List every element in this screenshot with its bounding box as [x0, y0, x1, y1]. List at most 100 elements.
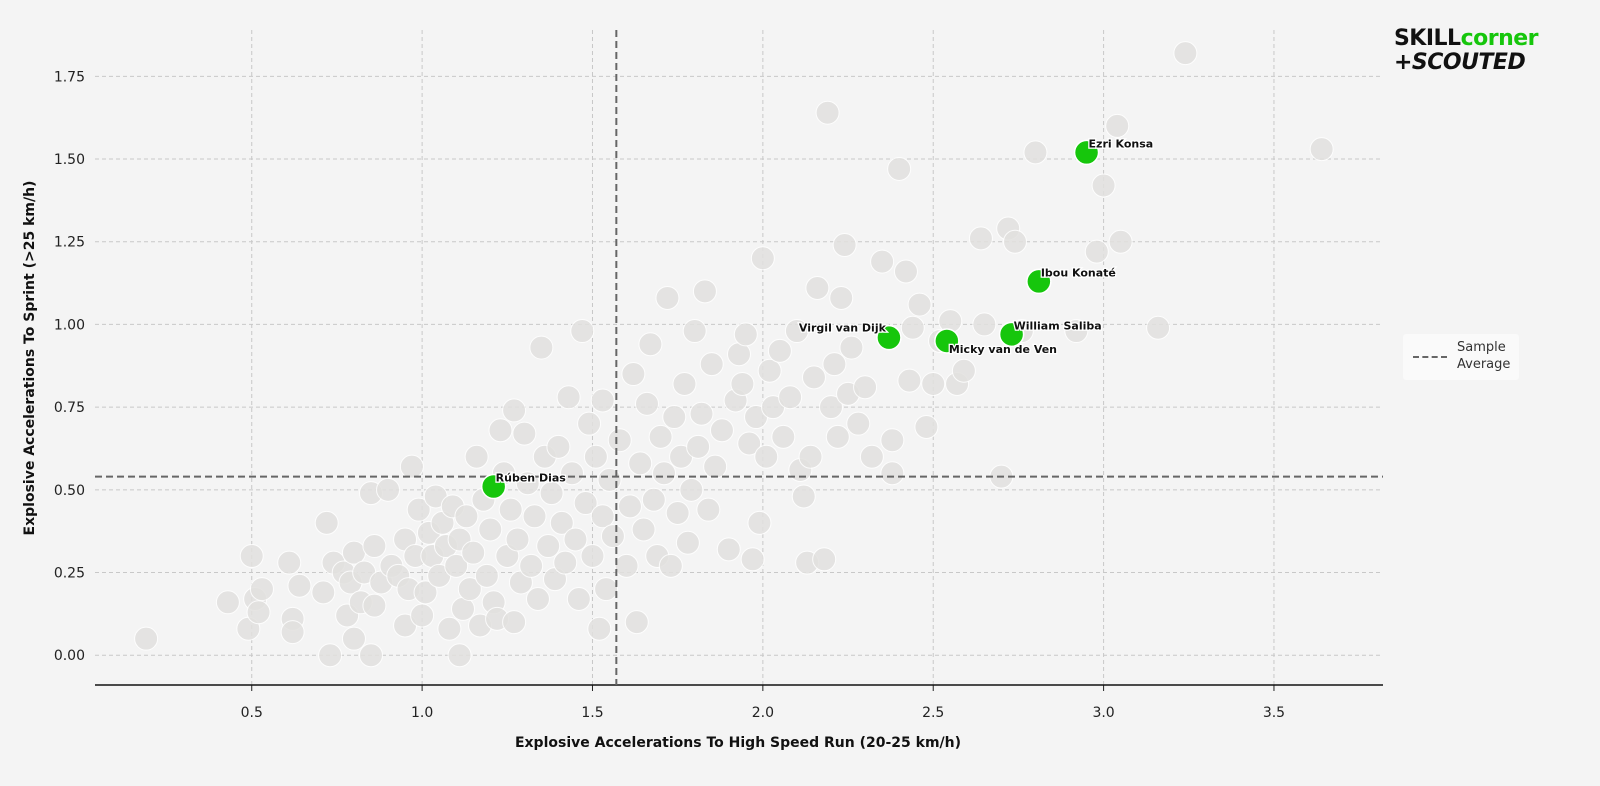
scatter-point — [478, 517, 503, 542]
scatter-point — [590, 504, 615, 529]
scatter-point — [413, 580, 438, 605]
scatter-point — [566, 586, 591, 611]
scatter-point — [846, 411, 871, 436]
scatter-point — [635, 391, 659, 416]
scatter-point — [362, 593, 387, 618]
scatter-point — [577, 411, 602, 436]
x-tick-label: 1.0 — [411, 705, 433, 721]
scatter-point — [853, 375, 878, 400]
y-axis-label: Explosive Accelerations To Sprint (>25 k… — [22, 181, 38, 536]
scatter-point — [474, 563, 499, 588]
x-tick-label: 1.5 — [581, 705, 603, 721]
scatter-point — [815, 100, 840, 125]
scatter-point — [658, 553, 683, 578]
x-tick-label: 2.0 — [752, 705, 774, 721]
scatter-point — [1084, 239, 1109, 264]
scatter-point — [679, 477, 704, 502]
scatter-point — [341, 626, 366, 651]
scatter-point — [631, 517, 656, 542]
scatter-point — [832, 233, 857, 258]
scatter-point — [968, 226, 993, 251]
highlighted-point — [1073, 139, 1100, 166]
scatter-point — [502, 398, 527, 423]
scatter-point — [502, 610, 527, 635]
scatter-point — [607, 428, 632, 453]
x-tick-label: 0.5 — [241, 705, 263, 721]
skillcorner-scouted-logo: SKILLcorner +SCOUTED — [1393, 26, 1539, 74]
player-label: Rúben Dias — [496, 472, 567, 485]
highlighted-point — [1026, 268, 1052, 295]
scatter-point — [716, 537, 741, 562]
legend-label: Sample Average — [1457, 339, 1510, 373]
scatter-point — [573, 491, 598, 516]
scatter-point — [662, 405, 687, 430]
x-tick-label: 3.5 — [1263, 705, 1285, 721]
scatter-point — [628, 451, 653, 476]
scatter-point — [951, 358, 976, 383]
scatter-point — [1064, 319, 1089, 344]
y-tick-label: 0.75 — [54, 400, 85, 416]
scatter-point — [655, 285, 680, 310]
player-label: Ezri Konsa — [1089, 137, 1154, 150]
scatter-point — [754, 444, 779, 469]
scatter-point — [437, 616, 462, 641]
scatter-point — [362, 534, 387, 559]
scatter-point — [733, 322, 758, 347]
scatter-point — [740, 547, 765, 572]
scatter-point — [621, 362, 646, 387]
scatter-point — [771, 424, 796, 449]
highlighted-point — [876, 324, 902, 351]
scatter-point — [730, 371, 755, 396]
highlighted-point — [998, 321, 1025, 348]
scatter-point — [546, 434, 571, 459]
scatter-point — [870, 249, 895, 274]
legend-dashed-swatch — [1413, 356, 1447, 358]
x-tick-label: 3.0 — [1092, 705, 1114, 721]
highlighted-point — [934, 328, 960, 354]
brand-skill: SKILL — [1393, 26, 1461, 51]
scatter-point — [594, 577, 619, 602]
scatter-point — [399, 454, 424, 479]
legend-label-line2: Average — [1457, 357, 1511, 372]
scatter-point — [641, 487, 666, 512]
scatter-point — [1173, 41, 1198, 66]
scatter-point — [1309, 137, 1334, 162]
scatter-point — [539, 481, 564, 506]
scatter-point — [825, 424, 850, 449]
scatter-point — [757, 358, 782, 383]
highlighted-point — [480, 473, 507, 500]
y-tick-label: 1.25 — [54, 235, 85, 251]
scatter-point — [314, 510, 339, 535]
y-tick-label: 1.00 — [54, 317, 85, 333]
scatter-point — [829, 285, 854, 310]
y-tick-label: 1.75 — [54, 69, 85, 85]
x-tick-label: 2.5 — [922, 705, 944, 721]
x-axis: 0.5 1.0 1.5 2.0 2.5 3.0 3.5 — [95, 684, 1383, 721]
scatter-point — [597, 467, 622, 492]
scatter-point — [686, 434, 711, 459]
scatter-point — [652, 461, 677, 486]
scatter-point — [747, 510, 772, 535]
scatter-point — [638, 332, 663, 357]
scatter-point — [376, 477, 401, 502]
scatter-point — [525, 586, 550, 611]
scatter-point — [778, 385, 803, 410]
scatter-point — [239, 543, 264, 568]
scatter-point — [897, 368, 922, 393]
scatter-point — [580, 543, 605, 568]
scatter-point — [249, 577, 274, 602]
scatter-point — [406, 497, 431, 522]
y-tick-label: 0.00 — [54, 648, 85, 664]
scatter-point — [703, 454, 728, 479]
scatter-point — [563, 527, 588, 552]
scatter-point — [887, 156, 912, 181]
scatter-point — [672, 371, 697, 396]
scatter-point — [665, 500, 690, 525]
scatter-point — [682, 319, 707, 344]
scatter-point — [699, 352, 724, 377]
scatter-point — [134, 626, 159, 651]
scatter-point — [549, 510, 574, 535]
scatter-point — [907, 292, 932, 317]
scatter-point — [457, 577, 482, 602]
